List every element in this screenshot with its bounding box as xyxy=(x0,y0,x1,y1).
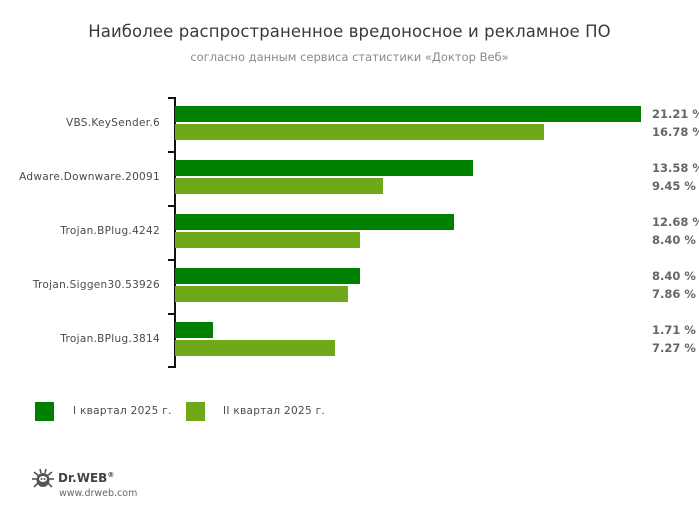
bar-q2 xyxy=(175,286,348,302)
chart-subtitle: согласно данным сервиса статистики «Докт… xyxy=(190,50,509,64)
category-label: Trojan.BPlug.4242 xyxy=(60,225,160,237)
bar-q1 xyxy=(175,322,213,338)
bar-q2 xyxy=(175,340,335,356)
value-label-q1: 13.58 % xyxy=(652,161,699,175)
axis-tick xyxy=(168,366,175,368)
axis-tick xyxy=(168,97,175,99)
legend-label-q1: I квартал 2025 г. xyxy=(73,405,172,417)
value-label-q2: 8.40 % xyxy=(652,233,696,247)
category-label: Adware.Downware.20091 xyxy=(19,171,160,183)
bar-q1 xyxy=(175,214,454,230)
bar-q2 xyxy=(175,124,544,140)
axis-tick xyxy=(168,205,175,207)
axis-tick xyxy=(168,313,175,315)
legend-swatch-q2 xyxy=(186,402,205,421)
value-label-q1: 12.68 % xyxy=(652,215,699,229)
category-label: VBS.KeySender.6 xyxy=(65,117,160,129)
category-label: Trojan.BPlug.3814 xyxy=(60,333,160,345)
drweb-logo-text: Dr.WEB® xyxy=(58,471,115,485)
bar-q2 xyxy=(175,178,383,194)
bar-q1 xyxy=(175,268,360,284)
value-label-q1: 1.71 % xyxy=(652,323,696,337)
axis-tick xyxy=(168,151,175,153)
chart-title: Наиболее распространенное вредоносное и … xyxy=(88,22,611,41)
bar-q2 xyxy=(175,232,360,248)
legend-label-q2: II квартал 2025 г. xyxy=(223,405,326,417)
bar-q1 xyxy=(175,106,641,122)
category-label: Trojan.Siggen30.53926 xyxy=(32,279,160,291)
drweb-spider-logo-icon xyxy=(31,468,55,494)
bar-chart: VBS.KeySender.6 21.21 % 16.78 % Adware.Down… xyxy=(19,97,699,368)
value-label-q2: 7.27 % xyxy=(652,341,696,355)
axis-tick xyxy=(168,259,175,261)
value-label-q1: 8.40 % xyxy=(652,269,696,283)
drweb-url: www.drweb.com xyxy=(59,488,138,499)
bar-q1 xyxy=(175,160,473,176)
value-label-q2: 7.86 % xyxy=(652,287,696,301)
value-label-q1: 21.21 % xyxy=(652,107,699,121)
value-label-q2: 16.78 % xyxy=(652,125,699,139)
legend-swatch-q1 xyxy=(35,402,54,421)
value-label-q2: 9.45 % xyxy=(652,179,696,193)
